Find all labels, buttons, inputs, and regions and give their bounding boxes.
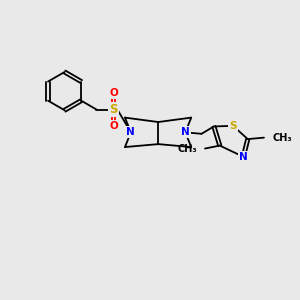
Text: O: O — [109, 88, 118, 98]
Text: N: N — [239, 152, 248, 162]
Text: CH₃: CH₃ — [177, 143, 197, 154]
Text: CH₃: CH₃ — [272, 133, 292, 142]
Text: O: O — [109, 121, 118, 131]
Text: N: N — [127, 127, 135, 137]
Text: S: S — [229, 121, 237, 131]
Text: S: S — [109, 103, 118, 116]
Text: N: N — [181, 127, 190, 137]
